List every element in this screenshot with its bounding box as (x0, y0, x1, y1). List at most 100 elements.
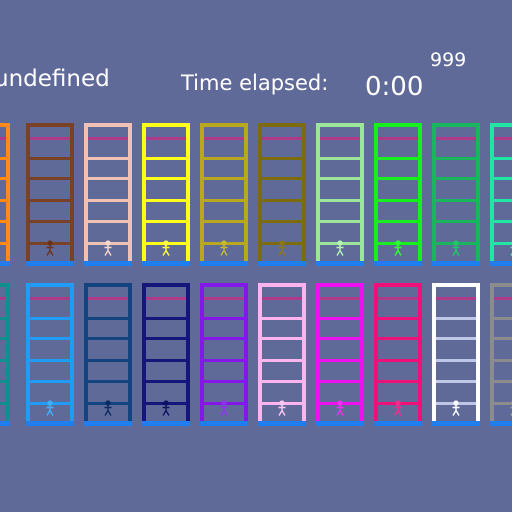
ladder-rung (378, 199, 418, 202)
ladder-rung (146, 157, 186, 160)
ladder-white[interactable] (432, 283, 480, 426)
ladder-rung (262, 337, 302, 340)
stick-figure-icon (336, 240, 344, 256)
ladder-floor (432, 261, 480, 266)
ladder-rung (0, 242, 6, 245)
ladder-top-bar (88, 297, 128, 300)
stick-figure-icon (510, 401, 512, 416)
ladder-rung (436, 199, 476, 202)
ladder-top-bar (262, 137, 302, 140)
ladder-rung (204, 199, 244, 202)
stick-figure-icon (278, 400, 286, 416)
ladder-rung (320, 199, 360, 202)
ladder-rung (378, 380, 418, 383)
ladder-rung (146, 359, 186, 362)
time-elapsed-label: Time elapsed: (181, 71, 329, 95)
ladder-rung (320, 337, 360, 340)
ladder-rung (0, 402, 6, 405)
ladder-dark-blue[interactable] (142, 283, 190, 426)
ladder-yellow[interactable] (142, 123, 190, 266)
ladder-rung (436, 359, 476, 362)
ladder-rung (494, 157, 512, 160)
ladder-rung (146, 199, 186, 202)
ladder-rung (88, 199, 128, 202)
ladder-rung (262, 317, 302, 320)
ladder-rung (320, 359, 360, 362)
ladder-rung (378, 317, 418, 320)
ladder-peach[interactable] (84, 123, 132, 266)
ladder-floor (432, 421, 480, 426)
stick-figure-icon (452, 400, 460, 416)
ladder-rung (204, 157, 244, 160)
ladder-top-bar (204, 297, 244, 300)
ladder-rung (320, 220, 360, 223)
ladder-rung (494, 359, 512, 362)
ladder-floor (258, 261, 306, 266)
ladder-rung (0, 359, 6, 362)
stick-figure-icon (510, 241, 512, 256)
ladder-rung (262, 359, 302, 362)
ladder-emerald[interactable] (432, 123, 480, 266)
ladder-rung (320, 157, 360, 160)
ladder-floor (200, 421, 248, 426)
ladder-rung (30, 177, 70, 180)
ladder-rung (262, 157, 302, 160)
player-name: undefined (0, 66, 110, 92)
ladder-rung (436, 380, 476, 383)
ladder-rung (30, 359, 70, 362)
ladder-floor (0, 261, 10, 266)
ladder-violet[interactable] (200, 283, 248, 426)
ladder-rung (0, 177, 6, 180)
ladder-rung (30, 317, 70, 320)
ladder-rung (262, 220, 302, 223)
ladder-brown[interactable] (26, 123, 74, 266)
ladder-floor (374, 421, 422, 426)
ladder-rung (88, 317, 128, 320)
ladder-floor (316, 421, 364, 426)
stick-figure-icon (46, 400, 54, 416)
stick-figure-icon (162, 400, 170, 416)
ladder-orange[interactable] (0, 123, 10, 266)
ladder-rung (436, 157, 476, 160)
ladder-olive[interactable] (258, 123, 306, 266)
ladder-floor (142, 261, 190, 266)
ladder-floor (142, 421, 190, 426)
ladder-rung (494, 380, 512, 383)
ladder-rung (204, 220, 244, 223)
ladder-rung (30, 157, 70, 160)
ladder-rung (0, 199, 6, 202)
ladder-top-bar (494, 137, 512, 140)
ladder-floor (26, 261, 74, 266)
ladder-hot-pink[interactable] (374, 283, 422, 426)
ladder-sky-blue[interactable] (26, 283, 74, 426)
ladder-rung (204, 337, 244, 340)
ladder-olive-yellow[interactable] (200, 123, 248, 266)
ladder-top-bar (262, 297, 302, 300)
stick-figure-icon (278, 240, 286, 256)
ladder-rung (146, 177, 186, 180)
ladder-rung (436, 317, 476, 320)
ladder-navy[interactable] (84, 283, 132, 426)
ladder-rung (378, 157, 418, 160)
ladder-rung (88, 177, 128, 180)
ladder-green[interactable] (374, 123, 422, 266)
ladder-pink[interactable] (258, 283, 306, 426)
ladder-floor (84, 421, 132, 426)
ladder-mint[interactable] (316, 123, 364, 266)
ladder-rung (88, 220, 128, 223)
ladder-rung (30, 337, 70, 340)
ladder-rung (0, 157, 6, 160)
ladder-rung (494, 402, 512, 405)
stick-figure-icon (104, 400, 112, 416)
ladder-magenta[interactable] (316, 283, 364, 426)
ladder-rung (320, 317, 360, 320)
ladder-rung (204, 359, 244, 362)
ladder-top-bar (320, 137, 360, 140)
ladder-rung (494, 199, 512, 202)
ladder-top-bar (378, 137, 418, 140)
ladder-teal[interactable] (0, 283, 10, 426)
ladder-gray[interactable] (490, 283, 512, 426)
ladder-floor (26, 421, 74, 426)
ladder-aquamarine[interactable] (490, 123, 512, 266)
